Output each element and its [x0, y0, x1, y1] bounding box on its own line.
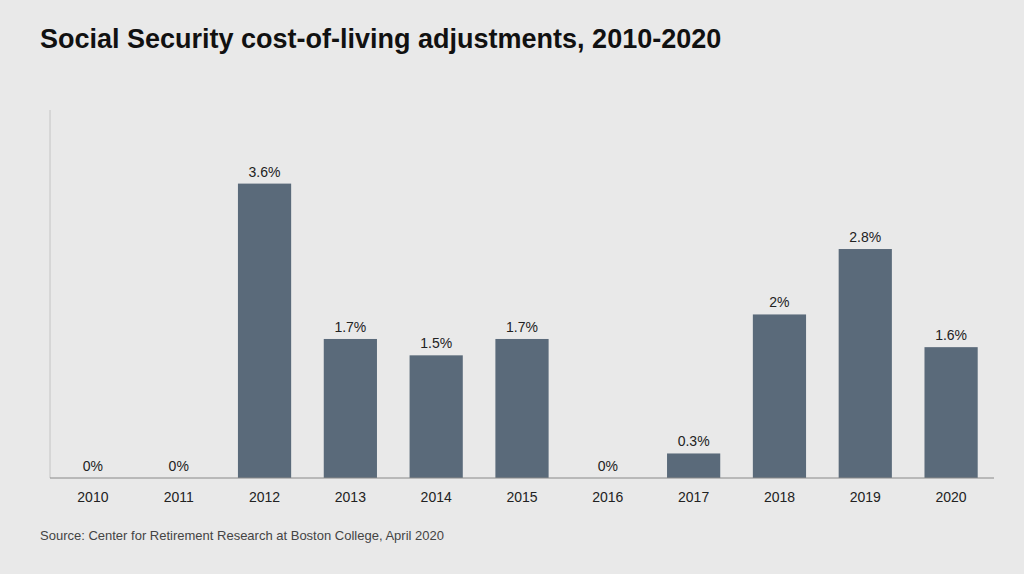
data-label: 0%: [169, 458, 189, 474]
data-label: 1.7%: [506, 319, 538, 335]
bar: [324, 339, 377, 478]
data-label: 1.7%: [334, 319, 366, 335]
data-label: 0%: [598, 458, 618, 474]
data-labels: 0% 0% 3.6% 1.7% 1.5% 1.7% 0% 0.3% 2% 2.8% 1.6%: [83, 164, 967, 474]
data-label: 2.8%: [849, 229, 881, 245]
bar: [753, 314, 806, 478]
x-tick-label: 2010: [77, 489, 108, 505]
x-tick-label: 2016: [592, 489, 623, 505]
x-axis-line: [50, 478, 994, 479]
x-tick-label: 2011: [164, 489, 194, 505]
data-label: 2%: [769, 294, 789, 310]
x-tick-label: 2020: [936, 489, 967, 505]
x-tick-label: 2014: [421, 489, 452, 505]
title: Social Security cost-of-living adjustmen…: [40, 24, 721, 54]
x-tick-label: 2012: [249, 489, 280, 505]
x-tick-label: 2013: [335, 489, 366, 505]
background: [0, 0, 1024, 574]
annotation: Source: Center for Retirement Research a…: [40, 528, 444, 543]
x-tick-label: 2017: [678, 489, 709, 505]
bar: [410, 355, 463, 478]
bar: [238, 184, 291, 478]
data-label: 1.5%: [420, 335, 452, 351]
x-tick-labels: 2010 2011 2012 2013 2014 2015 2016 2017 2018 2019…: [77, 489, 967, 505]
bar: [839, 249, 892, 478]
data-label: 0.3%: [678, 433, 710, 449]
y-axis-line: [50, 110, 51, 478]
bar: [667, 453, 720, 478]
bar: [924, 347, 977, 478]
data-label: 0%: [83, 458, 103, 474]
chart-container: Social Security cost-of-living adjustmen…: [0, 0, 1024, 574]
data-label: 3.6%: [249, 164, 281, 180]
bar: [495, 339, 548, 478]
x-tick-label: 2018: [764, 489, 795, 505]
x-tick-label: 2015: [506, 489, 537, 505]
chart-svg: Social Security cost-of-living adjustmen…: [0, 0, 1024, 574]
x-tick-label: 2019: [850, 489, 881, 505]
bars: [238, 184, 978, 478]
data-label: 1.6%: [935, 327, 967, 343]
